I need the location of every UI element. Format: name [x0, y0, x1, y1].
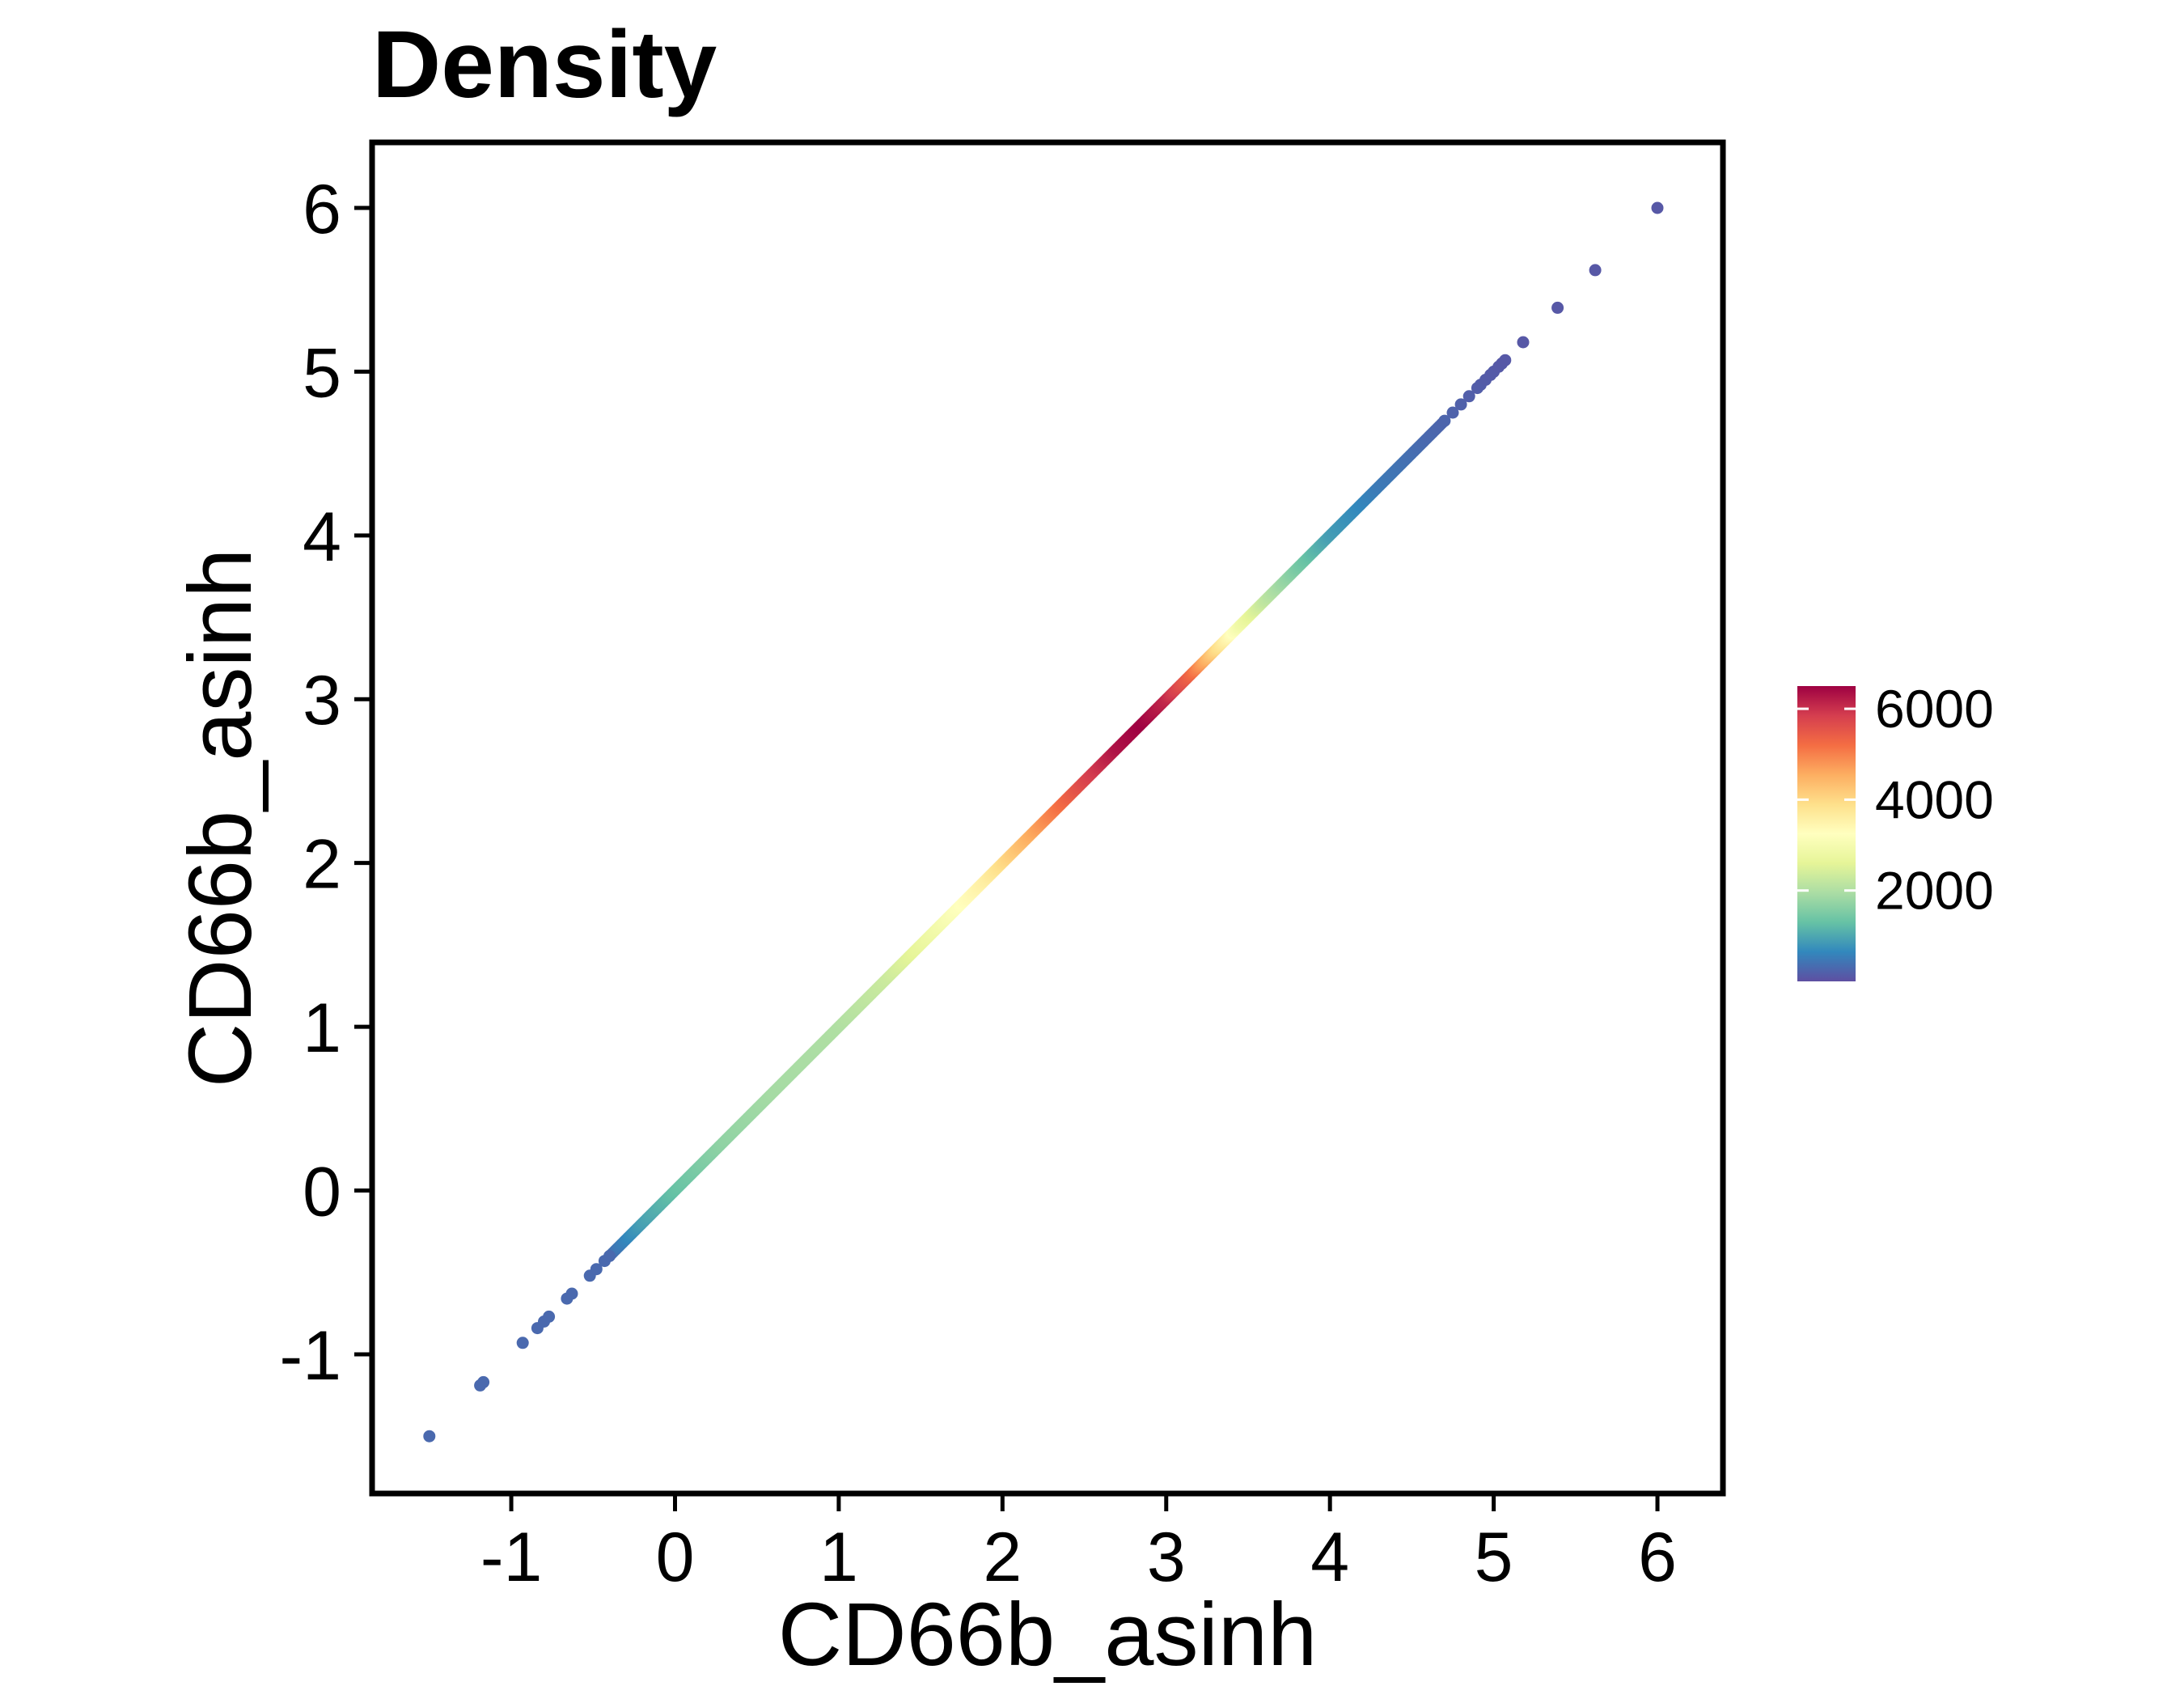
legend-tick-label: 2000	[1875, 861, 1994, 921]
data-point	[1454, 398, 1467, 411]
x-tick-label: 0	[656, 1519, 695, 1596]
x-tick-label: -1	[480, 1519, 542, 1596]
data-point	[423, 1430, 436, 1443]
y-tick-label: 4	[303, 498, 341, 576]
y-tick-label: 1	[303, 989, 341, 1067]
x-tick-label: 2	[983, 1519, 1022, 1596]
points-layer	[423, 201, 1664, 1443]
color-legend: 2000 4000 6000	[1797, 679, 1994, 981]
y-axis-title: CD66b_asinh	[171, 549, 270, 1088]
data-point	[1651, 201, 1664, 214]
x-tick-label: 6	[1638, 1519, 1677, 1596]
y-tick-label: -1	[280, 1317, 341, 1395]
legend-tick-label: 4000	[1875, 769, 1994, 829]
legend-tick-label: 6000	[1875, 679, 1994, 739]
data-point	[1517, 336, 1530, 349]
x-tick-label: 4	[1310, 1519, 1349, 1596]
data-point	[1462, 390, 1475, 403]
y-axis: -1 0 1 2 3 4 5 6	[280, 171, 372, 1395]
data-point	[516, 1337, 529, 1349]
legend-color-bar	[1797, 686, 1856, 981]
x-axis-title: CD66b_asinh	[778, 1585, 1318, 1684]
data-point	[565, 1287, 578, 1300]
data-point	[603, 1250, 616, 1262]
y-tick-label: 0	[303, 1154, 341, 1231]
y-tick-label: 6	[303, 171, 341, 248]
x-tick-label: 3	[1147, 1519, 1186, 1596]
y-tick-label: 3	[303, 662, 341, 739]
x-tick-label: 1	[819, 1519, 858, 1596]
data-point	[1589, 264, 1602, 277]
data-point	[543, 1310, 556, 1323]
x-tick-label: 5	[1475, 1519, 1513, 1596]
y-tick-label: 2	[303, 826, 341, 904]
data-point	[477, 1375, 490, 1388]
x-axis: -1 0 1 2 3 4 5 6	[480, 1494, 1677, 1596]
data-point	[590, 1263, 603, 1276]
data-point	[1446, 406, 1459, 419]
chart-title: Density	[372, 11, 717, 118]
data-point	[1551, 301, 1564, 314]
y-tick-label: 5	[303, 334, 341, 412]
plot-frame	[369, 139, 1726, 1497]
data-point	[1499, 354, 1512, 366]
data-point	[1438, 414, 1451, 427]
